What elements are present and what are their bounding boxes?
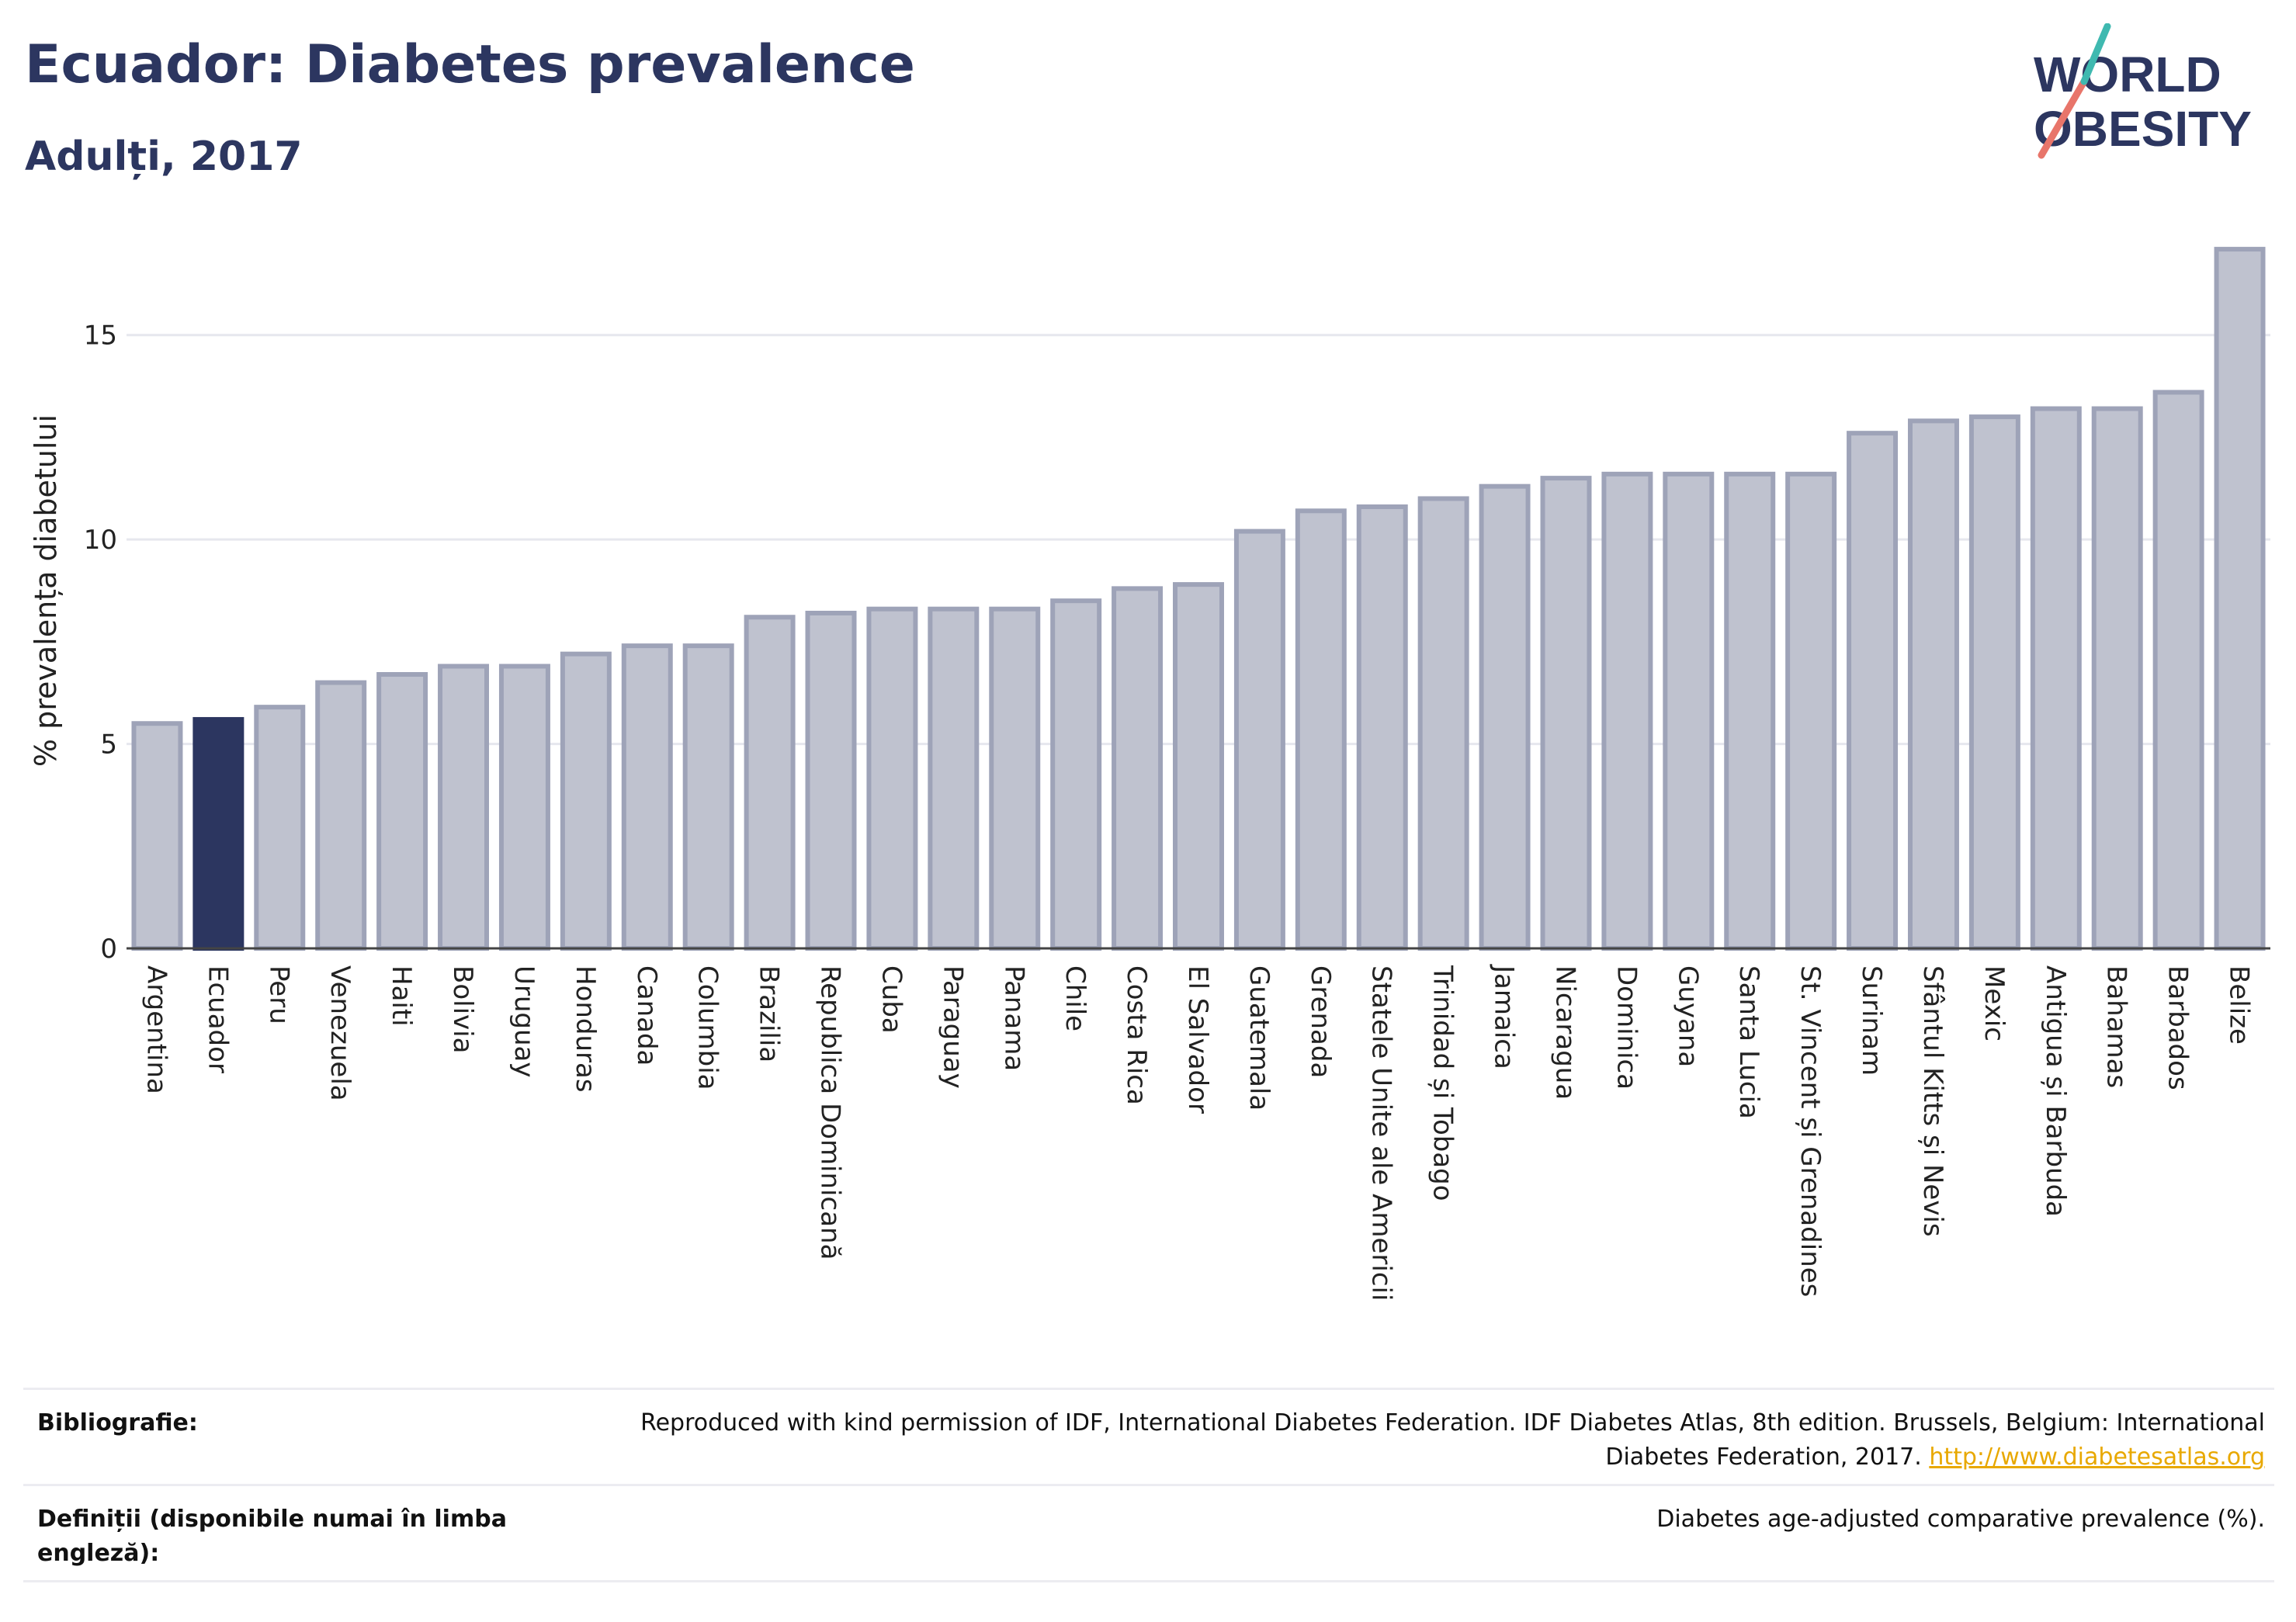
x-tick-label: Brazilia [754, 965, 785, 1062]
bar-antigua-i-barbuda [2030, 406, 2082, 951]
x-tick-label: Chile [1060, 965, 1091, 1031]
bar-argentina [131, 721, 183, 951]
chart-title: Ecuador: Diabetes prevalence [25, 34, 915, 95]
bar-costa-rica [1112, 586, 1164, 951]
x-tick-label: Canada [631, 965, 662, 1066]
x-tick-label: Sfântul Kitts și Nevis [1917, 965, 1948, 1237]
x-tick-label: Statele Unite ale Americii [1366, 965, 1397, 1301]
bar-columbia [682, 643, 734, 951]
bar-barbados [2152, 390, 2204, 951]
x-tick-label: St. Vincent și Grenadines [1795, 965, 1826, 1297]
bar-peru [254, 705, 306, 951]
x-tick-label: Belize [2224, 965, 2255, 1045]
bar-uruguay [498, 664, 550, 951]
bar-mexic [1968, 414, 2020, 951]
bar-chile [1050, 598, 1102, 951]
y-tick-label: 15 [84, 321, 117, 352]
x-tick-label: Cuba [876, 965, 907, 1034]
x-tick-label: Ecuador [202, 965, 233, 1073]
x-tick-label: El Salvador [1182, 965, 1213, 1114]
chart-subtitle: Adulți, 2017 [25, 133, 303, 180]
footer-rule-mid [23, 1484, 2274, 1486]
bar-chart: 0 5 10 15 % prevalența diabetului Argentina Ec… [29, 247, 2270, 1301]
bar-dominica [1601, 471, 1653, 951]
bar-ecuador [192, 716, 245, 951]
x-tick-label: Bahamas [2101, 965, 2132, 1088]
bar-haiti [376, 672, 428, 951]
bibliography-link[interactable]: http://www.diabetesatlas.org [1929, 1444, 2265, 1471]
footer-rule-bottom [23, 1580, 2274, 1582]
bar-republica-dominican- [805, 610, 857, 951]
bar-statele-unite-ale-americii [1356, 504, 1408, 951]
bar-bahamas [2091, 406, 2143, 951]
bibliography-body: Reproduced with kind permission of IDF, … [640, 1409, 2265, 1471]
bar-panama [989, 606, 1041, 951]
x-tick-label: Antigua și Barbuda [2040, 965, 2071, 1217]
bar-honduras [560, 651, 612, 951]
x-tick-label: Peru [263, 965, 294, 1024]
bar-santa-lucia [1724, 471, 1776, 951]
definitions-text: Diabetes age-adjusted comparative preval… [1656, 1506, 2265, 1533]
y-tick-label: 5 [100, 730, 117, 761]
bibliography-text: Reproduced with kind permission of IDF, … [557, 1406, 2265, 1475]
bar-paraguay [928, 606, 980, 951]
y-tick-label: 0 [100, 934, 117, 965]
bar-canada [621, 643, 673, 951]
x-tick-label: Argentina [140, 965, 172, 1094]
bar-nicaragua [1540, 476, 1592, 951]
x-tick-label: Guyana [1672, 965, 1703, 1067]
bar-jamaica [1479, 483, 1531, 951]
bar-guyana [1663, 471, 1715, 951]
x-tick-label: Surinam [1856, 965, 1887, 1076]
x-tick-label: Bolivia [447, 965, 478, 1053]
logo-slash-teal [2080, 23, 2111, 85]
x-tick-label: Barbados [2162, 965, 2194, 1090]
bar-st-vincent-i-grenadines [1785, 471, 1837, 951]
footer-rule-top [23, 1388, 2274, 1390]
bibliography-label: Bibliografie: [37, 1409, 198, 1437]
bar-brazilia [744, 615, 796, 951]
x-tick-label: Dominica [1611, 965, 1642, 1090]
bar-grenada [1295, 508, 1347, 951]
x-tick-label: Paraguay [937, 965, 968, 1089]
logo-slash-coral [2038, 78, 2088, 159]
x-tick-label: Costa Rica [1121, 965, 1152, 1105]
bar-surinam [1847, 431, 1899, 951]
y-axis-label: % prevalența diabetului [29, 414, 63, 767]
x-tick-label: Honduras [570, 965, 601, 1093]
x-tick-label: Mexic [1979, 965, 2010, 1041]
bar-bolivia [438, 664, 490, 951]
bar-cuba [866, 606, 918, 951]
x-tick-label: Trinidad și Tobago [1427, 965, 1458, 1201]
world-obesity-logo: WORLD OBESITY [2034, 23, 2252, 159]
x-tick-label: Republica Dominicană [815, 965, 846, 1260]
bar-trinidad-i-tobago [1417, 496, 1469, 951]
bar-guatemala [1233, 529, 1285, 951]
bar-venezuela [315, 680, 367, 951]
x-tick-label: Venezuela [324, 965, 355, 1101]
bar-el-salvador [1173, 582, 1224, 951]
x-tick-label: Guatemala [1243, 965, 1275, 1111]
bar-belize [2214, 247, 2266, 951]
x-tick-label: Nicaragua [1549, 965, 1580, 1100]
x-tick-label: Columbia [692, 965, 723, 1090]
x-tick-label: Jamaica [1489, 964, 1520, 1069]
x-tick-label: Uruguay [508, 965, 539, 1078]
x-tick-label: Santa Lucia [1733, 965, 1764, 1119]
y-tick-label: 10 [84, 525, 117, 556]
x-tick-label: Grenada [1305, 965, 1336, 1078]
x-tick-label: Panama [998, 965, 1029, 1071]
definitions-label: Definiții (disponibile numai în limba en… [37, 1506, 507, 1567]
bar-sf-ntul-kitts-i-nevis [1907, 418, 1959, 951]
logo-line1: WORLD [2034, 47, 2221, 102]
x-tick-label: Haiti [386, 965, 417, 1027]
